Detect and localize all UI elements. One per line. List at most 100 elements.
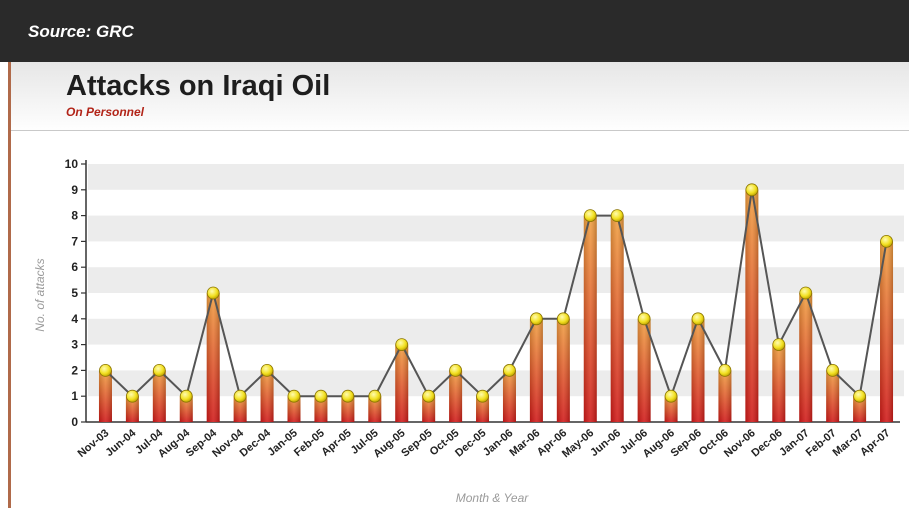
chart-subtitle: On Personnel (66, 105, 145, 119)
data-point (583, 209, 597, 223)
data-point (476, 389, 489, 403)
data-point (853, 389, 866, 403)
data-point (368, 389, 382, 403)
bar-shading (799, 293, 813, 422)
bar-shading (179, 396, 193, 422)
series-line (104, 189, 888, 400)
y-tick-labels: 0 1 2 3 4 5 6 7 8 9 10 (65, 157, 79, 429)
data-point (314, 389, 328, 403)
grid-band (88, 215, 904, 242)
x-tick-label: Sep-06 (669, 427, 704, 459)
data-point (826, 363, 840, 377)
x-tick-label: Dec-04 (238, 427, 274, 460)
grid-band (88, 164, 904, 190)
bar-shading (341, 396, 355, 422)
data-point (718, 363, 732, 377)
source-text: Source: GRC (28, 22, 134, 41)
bar-shading (745, 189, 759, 422)
data-point (99, 363, 112, 377)
data-point (772, 338, 786, 352)
y-tick-label: 4 (71, 312, 78, 326)
data-point (152, 363, 166, 377)
data-point (503, 363, 516, 377)
data-point (395, 338, 409, 352)
header-band (11, 62, 909, 132)
data-point (880, 234, 893, 248)
bar-shading (125, 396, 139, 422)
bars (98, 189, 894, 422)
data-point (745, 183, 759, 197)
bar-shading (476, 396, 490, 422)
x-tick-label: Dec-05 (453, 427, 488, 459)
x-tick-label: Apr-07 (858, 427, 892, 459)
y-tick-label: 6 (71, 260, 78, 274)
data-point (449, 363, 463, 377)
data-point (530, 312, 543, 326)
x-axis-title: Month & Year (456, 491, 529, 505)
data-point (233, 389, 247, 403)
bar-shading (610, 215, 624, 422)
bar-shading (152, 370, 166, 422)
x-tick-label: Dec-06 (749, 427, 784, 459)
data-point (341, 389, 355, 403)
y-tick-label: 2 (71, 363, 78, 377)
y-tick-label: 5 (71, 286, 78, 300)
bar-shading (449, 370, 463, 422)
bar-shading (395, 344, 409, 422)
bar-shading (233, 396, 247, 422)
trend-line (104, 189, 888, 400)
bar-shading (583, 215, 597, 422)
bar-shading (206, 293, 220, 422)
data-point (260, 363, 274, 377)
data-point (610, 209, 624, 223)
bar-shading (853, 396, 867, 422)
markers (99, 183, 893, 403)
data-point (206, 286, 220, 300)
bar-shading (529, 318, 543, 422)
bar-shading (556, 318, 570, 422)
y-axis-title: No. of attacks (33, 258, 47, 331)
x-tick-label: Feb-05 (292, 427, 327, 459)
x-tick-label: Nov-03 (76, 427, 112, 460)
bar-shading (422, 396, 436, 422)
y-tick-label: 8 (71, 209, 78, 223)
bar-shading (826, 370, 840, 422)
x-tick-label: Sep-05 (399, 427, 434, 459)
data-point (287, 389, 301, 403)
bar-shading (637, 318, 651, 422)
data-point (664, 389, 678, 403)
data-point (125, 389, 139, 403)
header-divider (11, 130, 909, 131)
x-tick-labels: Nov-03Jun-04Jul-04Aug-04Sep-04Nov-04Dec-… (76, 427, 893, 461)
y-tick-label: 7 (71, 234, 78, 248)
bar-shading (664, 396, 678, 422)
y-tick-label: 1 (71, 389, 78, 403)
y-tick-label: 10 (65, 157, 79, 171)
x-tick-label: Jun-04 (103, 427, 139, 460)
x-tick-label: Mar-06 (507, 427, 542, 459)
source-bar: Source: GRC (0, 0, 909, 62)
data-point (637, 312, 651, 326)
left-rule (8, 62, 11, 508)
y-tick-label: 3 (71, 338, 78, 352)
data-point (799, 286, 813, 300)
x-tick-label: Mar-07 (831, 427, 866, 459)
bar-shading (772, 344, 786, 422)
data-point (691, 312, 705, 326)
chart-title: Attacks on Iraqi Oil (66, 70, 331, 102)
axes (81, 160, 900, 423)
bar-shading (880, 241, 894, 422)
bar-shading (691, 318, 705, 422)
x-tick-label: Apr-05 (319, 427, 353, 459)
x-tick-label: Jun-06 (588, 427, 623, 459)
bar-shading (718, 370, 732, 422)
data-point (556, 312, 570, 326)
data-point (179, 389, 193, 403)
bar-shading (314, 396, 328, 422)
data-point (422, 389, 436, 403)
bar-shading (98, 370, 112, 422)
bar-shading (260, 370, 274, 422)
bar-shading (287, 396, 301, 422)
